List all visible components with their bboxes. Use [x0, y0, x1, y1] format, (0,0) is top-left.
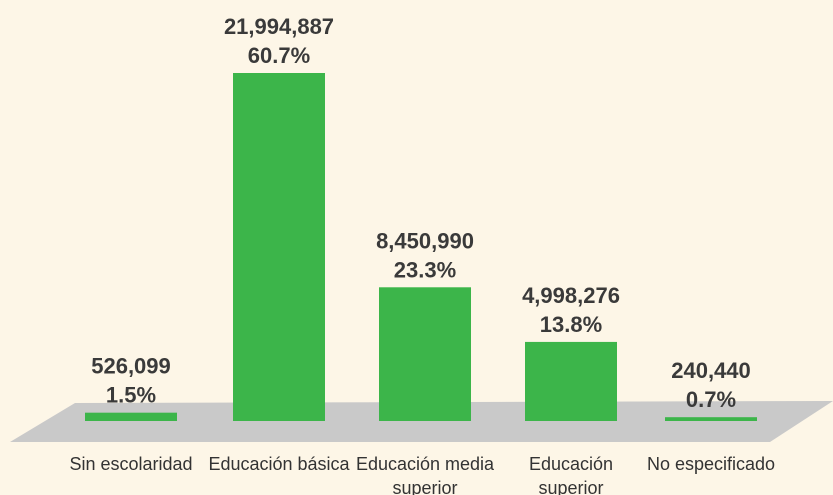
percent-label: 0.7% — [686, 387, 736, 412]
percent-label: 60.7% — [248, 43, 310, 68]
bar — [665, 417, 757, 421]
percent-label: 23.3% — [394, 257, 456, 282]
value-label: 240,440 — [671, 358, 751, 383]
value-label: 21,994,887 — [224, 14, 334, 39]
bar — [379, 287, 471, 421]
floor — [10, 401, 833, 442]
category-label: Educación superior — [528, 454, 614, 495]
bar — [85, 412, 177, 421]
percent-label: 1.5% — [106, 383, 156, 408]
category-label: Sin escolaridad — [69, 454, 193, 474]
value-label: 526,099 — [91, 354, 171, 379]
category-label: No especificado — [646, 454, 776, 474]
value-label: 4,998,276 — [522, 283, 620, 308]
bar — [233, 73, 325, 421]
value-label: 8,450,990 — [376, 228, 474, 253]
percent-label: 13.8% — [540, 312, 602, 337]
category-label: Educación media superior — [355, 454, 495, 495]
category-label: Educación básica — [208, 454, 350, 474]
bar — [525, 341, 617, 421]
